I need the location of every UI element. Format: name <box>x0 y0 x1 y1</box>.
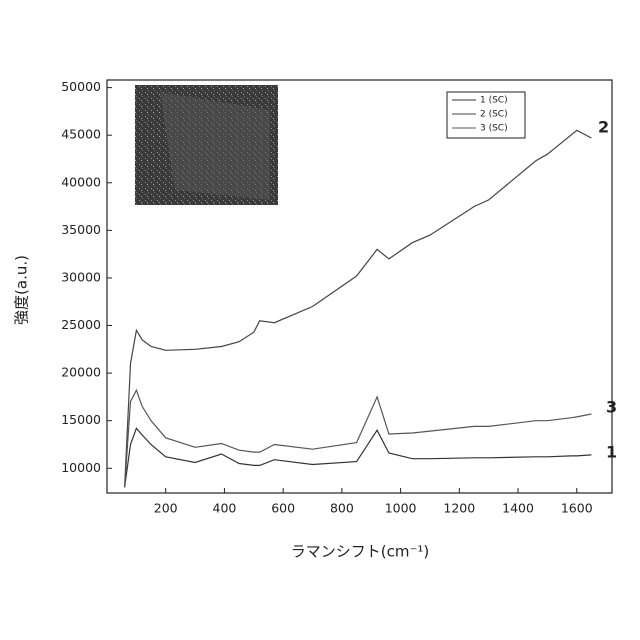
x-tick-label: 1400 <box>502 501 534 516</box>
y-tick-label: 30000 <box>61 269 101 284</box>
y-tick-label: 50000 <box>61 79 101 94</box>
legend-label: 2 (SC) <box>480 110 508 120</box>
x-tick-label: 1200 <box>443 501 475 516</box>
x-tick-label: 1600 <box>561 501 593 516</box>
y-tick-label: 45000 <box>61 127 101 142</box>
x-axis-title: ラマンシフト(cm⁻¹) <box>291 543 430 561</box>
legend-label: 3 (SC) <box>480 124 508 134</box>
series-annotation: 2 <box>598 118 609 137</box>
series-annotation: 1 <box>606 443 617 462</box>
inset-sample <box>160 92 270 200</box>
legend-label: 1 (SC) <box>480 96 508 106</box>
y-tick-label: 20000 <box>61 365 101 380</box>
y-tick-label: 25000 <box>61 317 101 332</box>
x-tick-label: 600 <box>271 501 295 516</box>
y-tick-label: 10000 <box>61 460 101 475</box>
series-line <box>125 390 592 487</box>
x-tick-label: 800 <box>330 501 354 516</box>
x-tick-label: 400 <box>213 501 237 516</box>
series-annotation: 3 <box>606 398 617 417</box>
page: {"chart_data": {"type": "line", "x_label… <box>0 0 640 640</box>
y-tick-label: 15000 <box>61 412 101 427</box>
series-line <box>125 428 592 487</box>
x-tick-label: 200 <box>154 501 178 516</box>
y-axis-title: 強度(a.u.) <box>13 255 31 325</box>
y-tick-label: 35000 <box>61 222 101 237</box>
y-tick-label: 40000 <box>61 174 101 189</box>
chart: ラマンシフト(cm⁻¹) 強度(a.u.) 100001500020000250… <box>0 0 640 640</box>
x-tick-label: 1000 <box>385 501 417 516</box>
